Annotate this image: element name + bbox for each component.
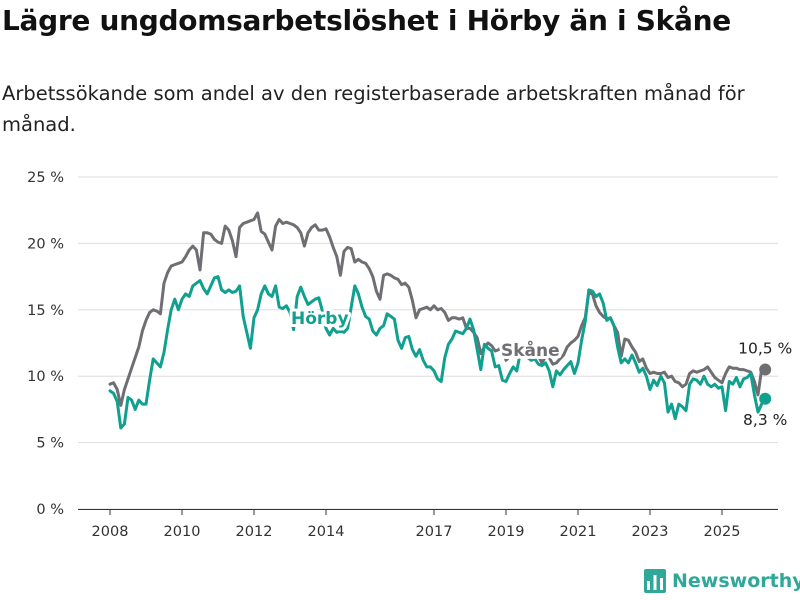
- y-tick-label: 20 %: [27, 236, 64, 252]
- bar-chart-logo-icon: [644, 569, 666, 593]
- series-label-horby-halo: Hörby: [291, 309, 349, 329]
- series-label-skane: Skåne: [501, 339, 560, 361]
- chart-subtitle: Arbetssökande som andel av den registerb…: [2, 82, 745, 136]
- y-tick-label: 25 %: [27, 170, 64, 186]
- x-tick-label: 2008: [92, 524, 129, 540]
- brand-logo: Newsworthy: [644, 569, 800, 593]
- brand-name: Newsworthy: [672, 570, 800, 592]
- y-tick-label: 10 %: [27, 369, 64, 385]
- series-line-skane: [108, 211, 767, 407]
- y-tick-label: 0 %: [36, 502, 64, 518]
- x-tick-label: 2019: [488, 524, 525, 540]
- x-tick-label: 2017: [416, 524, 453, 540]
- x-tick-label: 2010: [164, 524, 201, 540]
- series-line-horby: [108, 275, 767, 430]
- x-tick-label: 2023: [632, 524, 669, 540]
- end-label-skane: 10,5 %: [738, 340, 792, 358]
- x-tick-label: 2014: [308, 524, 345, 540]
- end-label-horby: 8,3 %: [743, 411, 787, 429]
- end-marker-skane: [759, 363, 772, 376]
- series-label-horby: Hörby: [291, 309, 349, 329]
- y-tick-label: 5 %: [36, 436, 64, 452]
- x-tick-label: 2012: [236, 524, 273, 540]
- x-tick-label: 2025: [704, 524, 741, 540]
- y-tick-label: 15 %: [27, 303, 64, 319]
- end-marker-horby: [759, 392, 772, 405]
- series-label-skane-halo: Skåne: [501, 339, 560, 361]
- x-tick-label: 2021: [560, 524, 597, 540]
- chart-title: Lägre ungdomsarbetslöshet i Hörby än i S…: [2, 4, 731, 37]
